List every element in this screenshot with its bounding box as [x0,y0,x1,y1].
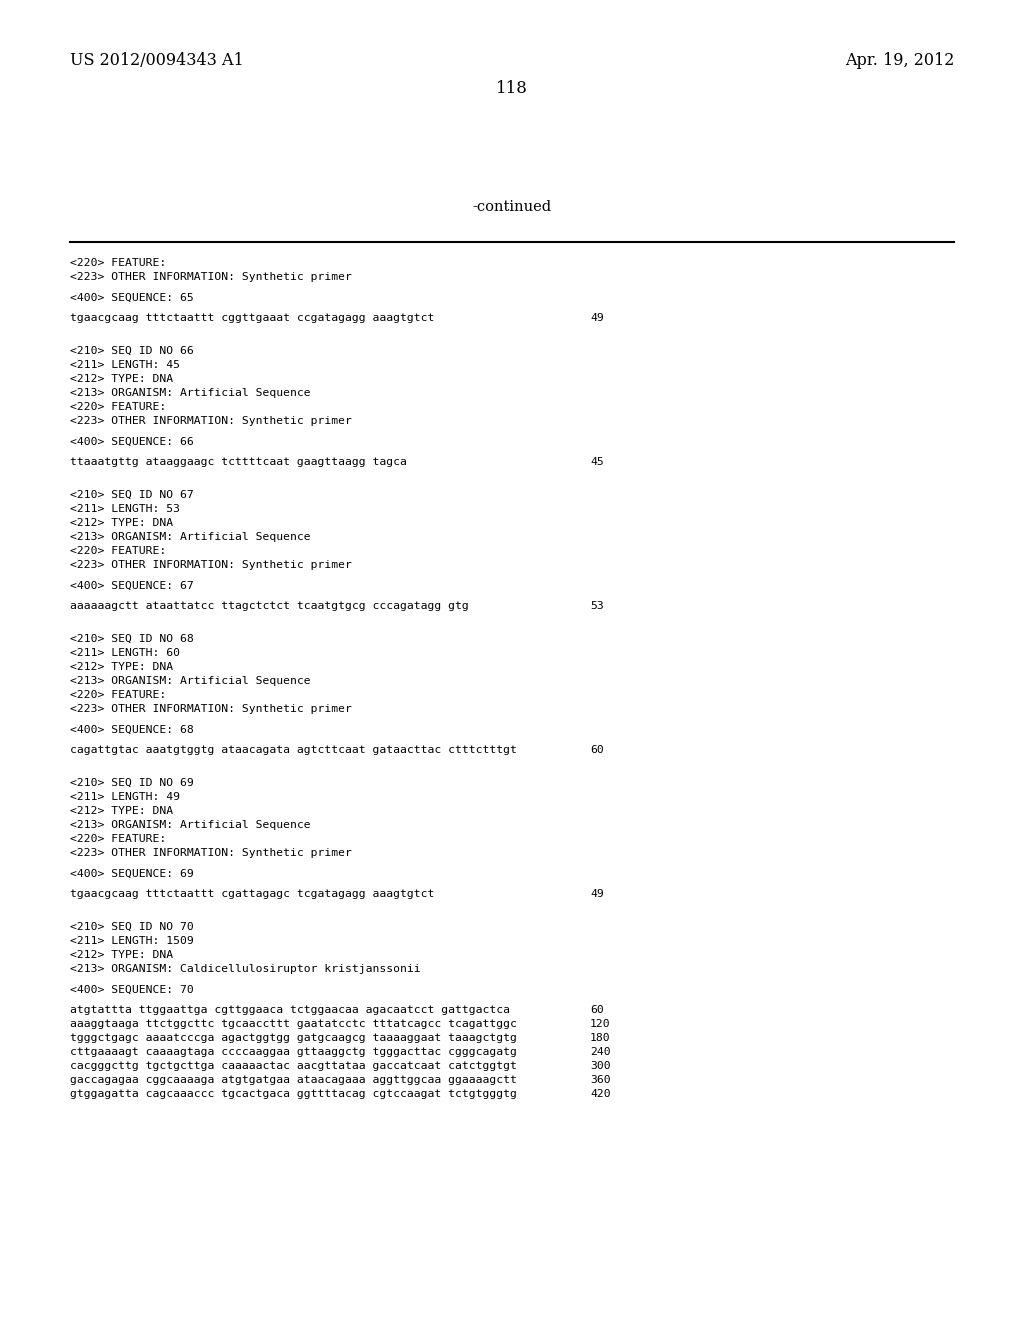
Text: <212> TYPE: DNA: <212> TYPE: DNA [70,807,173,816]
Text: <220> FEATURE:: <220> FEATURE: [70,546,166,556]
Text: <213> ORGANISM: Artificial Sequence: <213> ORGANISM: Artificial Sequence [70,532,310,543]
Text: cagattgtac aaatgtggtg ataacagata agtcttcaat gataacttac ctttctttgt: cagattgtac aaatgtggtg ataacagata agtcttc… [70,744,517,755]
Text: cttgaaaagt caaaagtaga ccccaaggaa gttaaggctg tgggacttac cgggcagatg: cttgaaaagt caaaagtaga ccccaaggaa gttaagg… [70,1047,517,1057]
Text: <220> FEATURE:: <220> FEATURE: [70,403,166,412]
Text: 420: 420 [590,1089,610,1100]
Text: tgaacgcaag tttctaattt cggttgaaat ccgatagagg aaagtgtct: tgaacgcaag tttctaattt cggttgaaat ccgatag… [70,313,434,323]
Text: <213> ORGANISM: Artificial Sequence: <213> ORGANISM: Artificial Sequence [70,388,310,399]
Text: 49: 49 [590,313,604,323]
Text: <220> FEATURE:: <220> FEATURE: [70,834,166,843]
Text: 60: 60 [590,744,604,755]
Text: 180: 180 [590,1034,610,1043]
Text: Apr. 19, 2012: Apr. 19, 2012 [845,51,954,69]
Text: 53: 53 [590,601,604,611]
Text: <223> OTHER INFORMATION: Synthetic primer: <223> OTHER INFORMATION: Synthetic prime… [70,704,352,714]
Text: <400> SEQUENCE: 67: <400> SEQUENCE: 67 [70,581,194,591]
Text: tgaacgcaag tttctaattt cgattagagc tcgatagagg aaagtgtct: tgaacgcaag tttctaattt cgattagagc tcgatag… [70,888,434,899]
Text: cacgggcttg tgctgcttga caaaaactac aacgttataa gaccatcaat catctggtgt: cacgggcttg tgctgcttga caaaaactac aacgtta… [70,1061,517,1071]
Text: atgtattta ttggaattga cgttggaaca tctggaacaa agacaatcct gattgactca: atgtattta ttggaattga cgttggaaca tctggaac… [70,1005,510,1015]
Text: 118: 118 [496,81,528,96]
Text: -continued: -continued [472,201,552,214]
Text: <212> TYPE: DNA: <212> TYPE: DNA [70,517,173,528]
Text: gtggagatta cagcaaaccc tgcactgaca ggttttacag cgtccaagat tctgtgggtg: gtggagatta cagcaaaccc tgcactgaca ggtttta… [70,1089,517,1100]
Text: <210> SEQ ID NO 67: <210> SEQ ID NO 67 [70,490,194,500]
Text: <212> TYPE: DNA: <212> TYPE: DNA [70,663,173,672]
Text: aaaaaagctt ataattatcc ttagctctct tcaatgtgcg cccagatagg gtg: aaaaaagctt ataattatcc ttagctctct tcaatgt… [70,601,469,611]
Text: 45: 45 [590,457,604,467]
Text: <210> SEQ ID NO 69: <210> SEQ ID NO 69 [70,777,194,788]
Text: aaaggtaaga ttctggcttc tgcaaccttt gaatatcctc tttatcagcc tcagattggc: aaaggtaaga ttctggcttc tgcaaccttt gaatatc… [70,1019,517,1030]
Text: <223> OTHER INFORMATION: Synthetic primer: <223> OTHER INFORMATION: Synthetic prime… [70,560,352,570]
Text: <213> ORGANISM: Artificial Sequence: <213> ORGANISM: Artificial Sequence [70,676,310,686]
Text: 120: 120 [590,1019,610,1030]
Text: gaccagagaa cggcaaaaga atgtgatgaa ataacagaaa aggttggcaa ggaaaagctt: gaccagagaa cggcaaaaga atgtgatgaa ataacag… [70,1074,517,1085]
Text: <400> SEQUENCE: 65: <400> SEQUENCE: 65 [70,293,194,304]
Text: <211> LENGTH: 45: <211> LENGTH: 45 [70,360,180,370]
Text: <220> FEATURE:: <220> FEATURE: [70,257,166,268]
Text: 300: 300 [590,1061,610,1071]
Text: <400> SEQUENCE: 68: <400> SEQUENCE: 68 [70,725,194,735]
Text: <210> SEQ ID NO 68: <210> SEQ ID NO 68 [70,634,194,644]
Text: <212> TYPE: DNA: <212> TYPE: DNA [70,950,173,960]
Text: 49: 49 [590,888,604,899]
Text: <213> ORGANISM: Artificial Sequence: <213> ORGANISM: Artificial Sequence [70,820,310,830]
Text: <211> LENGTH: 60: <211> LENGTH: 60 [70,648,180,657]
Text: <211> LENGTH: 49: <211> LENGTH: 49 [70,792,180,803]
Text: <210> SEQ ID NO 66: <210> SEQ ID NO 66 [70,346,194,356]
Text: <212> TYPE: DNA: <212> TYPE: DNA [70,374,173,384]
Text: 360: 360 [590,1074,610,1085]
Text: 60: 60 [590,1005,604,1015]
Text: <400> SEQUENCE: 69: <400> SEQUENCE: 69 [70,869,194,879]
Text: tgggctgagc aaaatcccga agactggtgg gatgcaagcg taaaaggaat taaagctgtg: tgggctgagc aaaatcccga agactggtgg gatgcaa… [70,1034,517,1043]
Text: <210> SEQ ID NO 70: <210> SEQ ID NO 70 [70,921,194,932]
Text: ttaaatgttg ataaggaagc tcttttcaat gaagttaagg tagca: ttaaatgttg ataaggaagc tcttttcaat gaagtta… [70,457,407,467]
Text: 240: 240 [590,1047,610,1057]
Text: <400> SEQUENCE: 70: <400> SEQUENCE: 70 [70,985,194,995]
Text: <223> OTHER INFORMATION: Synthetic primer: <223> OTHER INFORMATION: Synthetic prime… [70,272,352,282]
Text: <223> OTHER INFORMATION: Synthetic primer: <223> OTHER INFORMATION: Synthetic prime… [70,847,352,858]
Text: <211> LENGTH: 53: <211> LENGTH: 53 [70,504,180,513]
Text: US 2012/0094343 A1: US 2012/0094343 A1 [70,51,244,69]
Text: <211> LENGTH: 1509: <211> LENGTH: 1509 [70,936,194,946]
Text: <400> SEQUENCE: 66: <400> SEQUENCE: 66 [70,437,194,447]
Text: <220> FEATURE:: <220> FEATURE: [70,690,166,700]
Text: <223> OTHER INFORMATION: Synthetic primer: <223> OTHER INFORMATION: Synthetic prime… [70,416,352,426]
Text: <213> ORGANISM: Caldicellulosiruptor kristjanssonii: <213> ORGANISM: Caldicellulosiruptor kri… [70,964,421,974]
